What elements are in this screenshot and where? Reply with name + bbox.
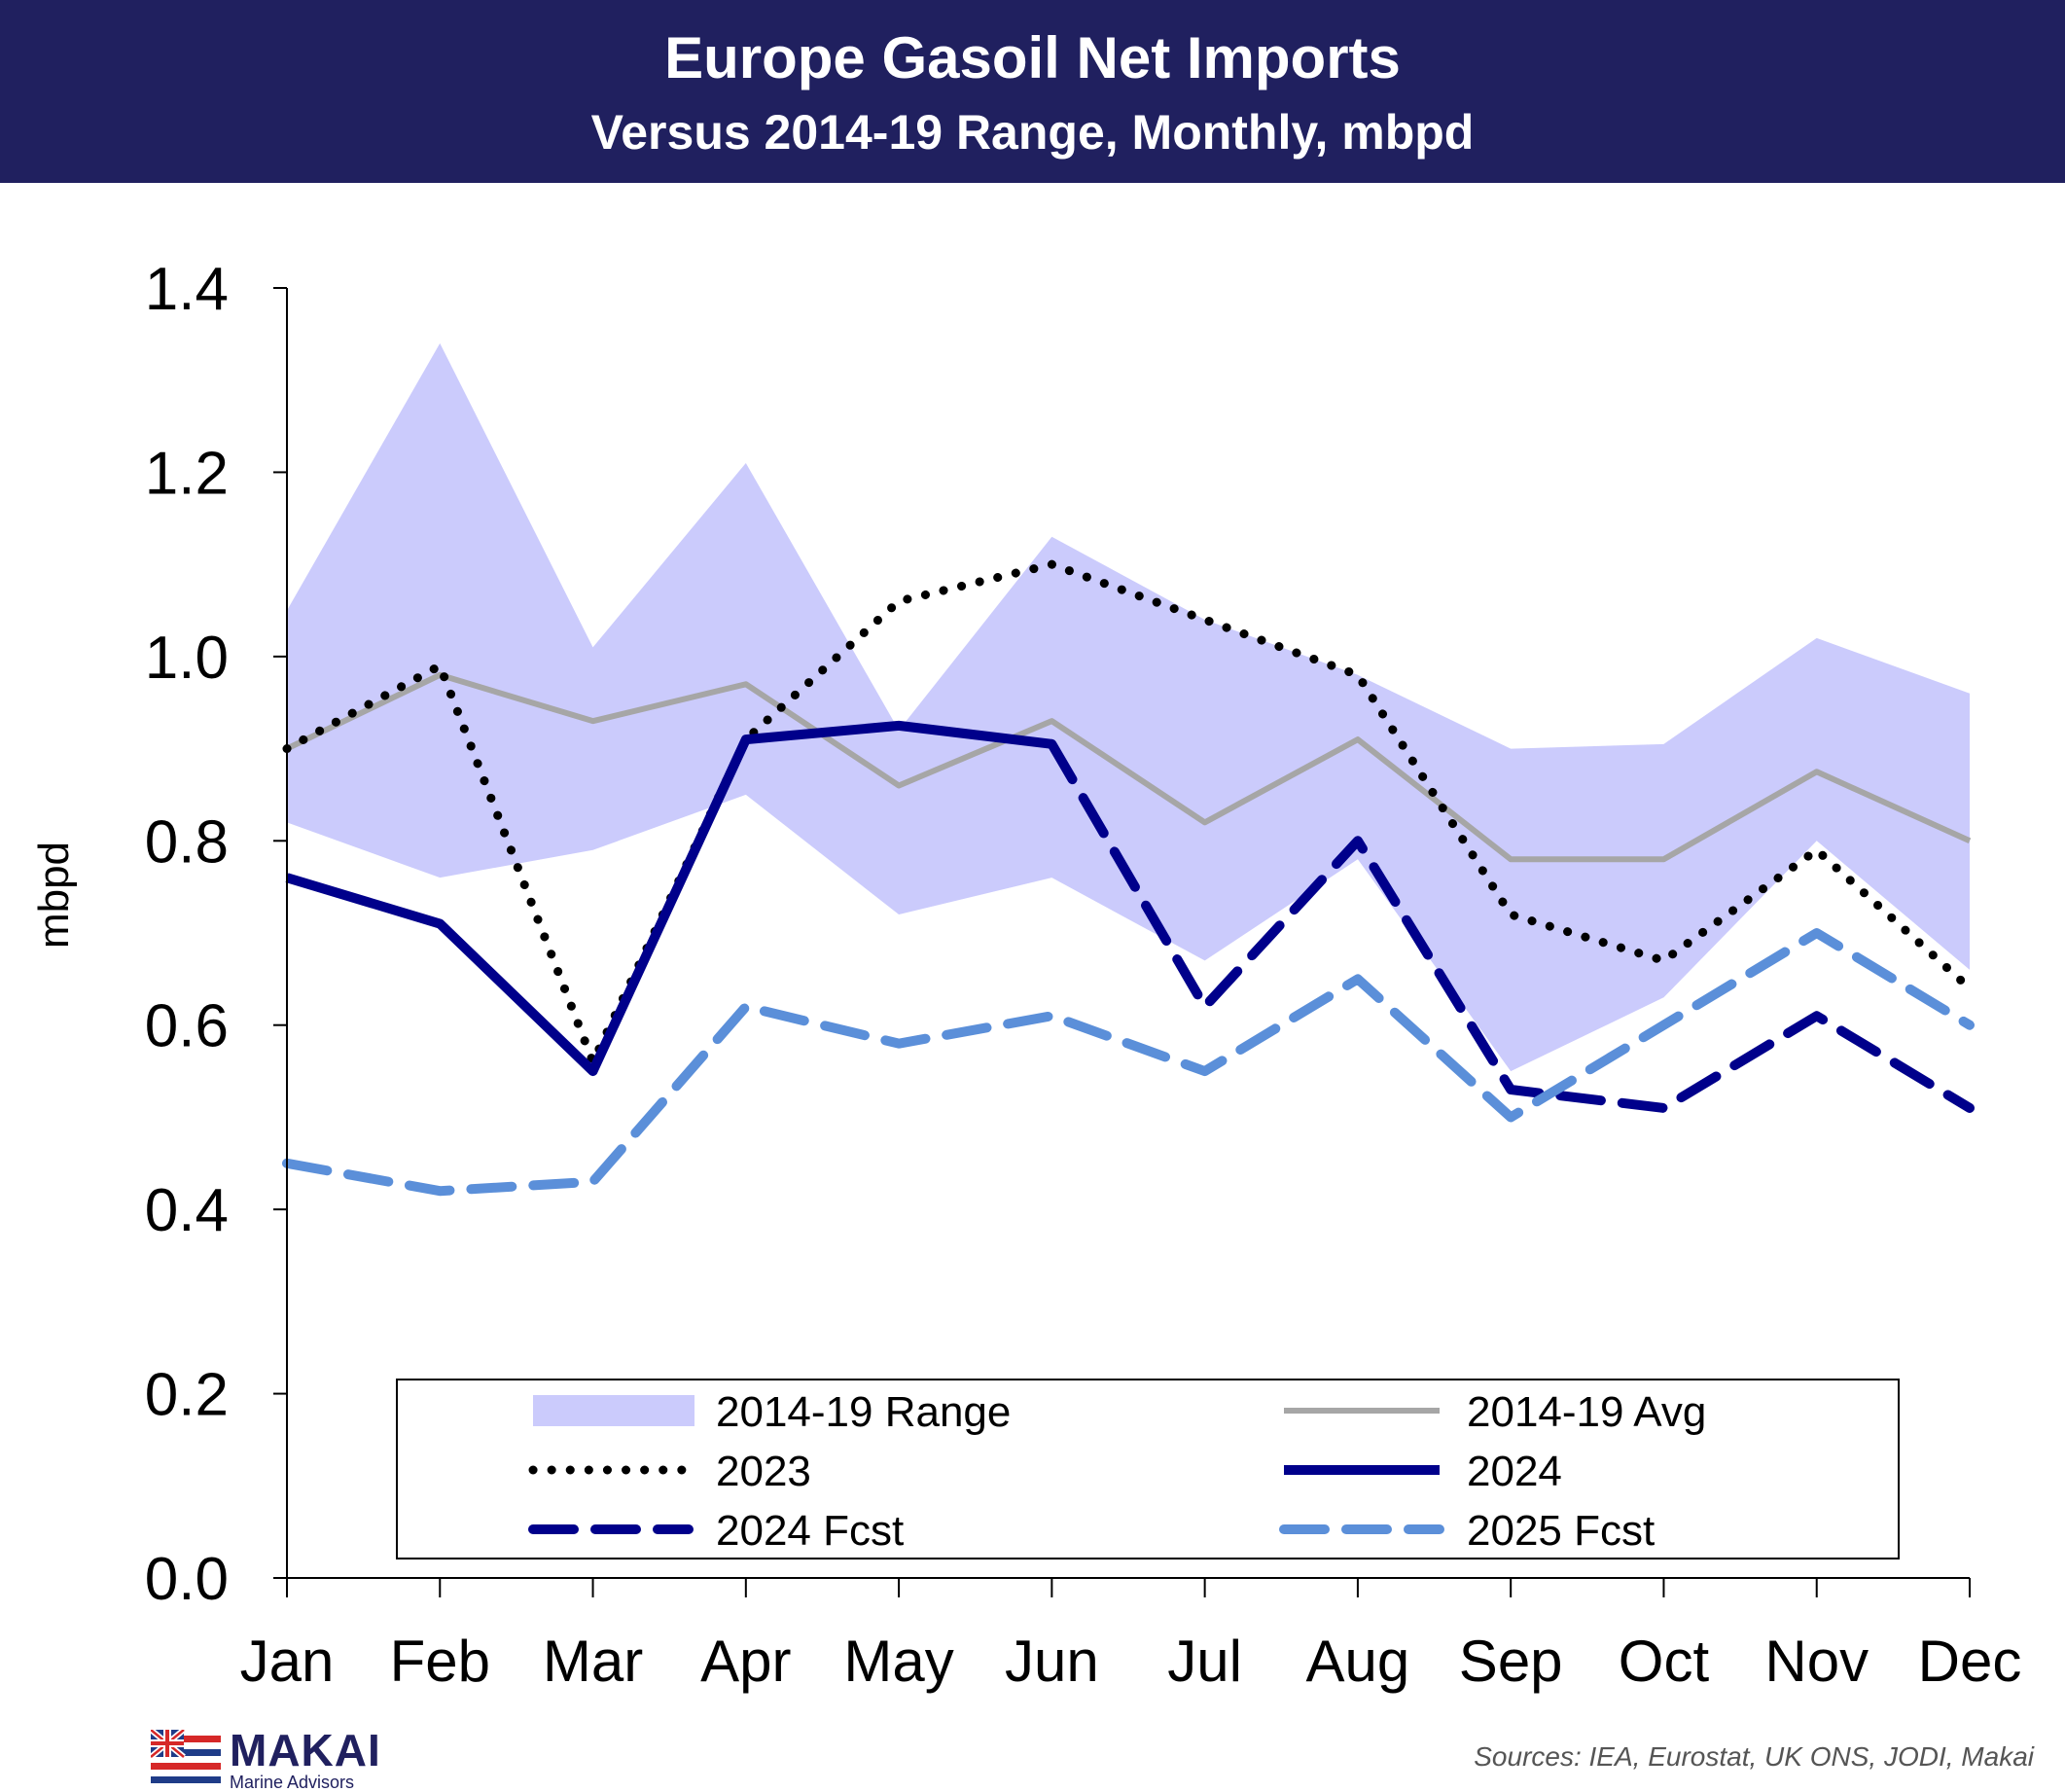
series-line-2023 [282,559,1975,1067]
y-tick-label: 0.6 [145,993,229,1060]
legend-label-2014-19-range: 2014-19 Range [716,1388,1011,1436]
legend-label-2014-19-avg: 2014-19 Avg [1467,1388,1706,1436]
y-tick-label: 1.2 [145,440,229,507]
series-line-2024 [285,720,1052,1077]
x-tick-label: May [843,1629,953,1694]
legend-label-2024-fcst: 2024 Fcst [716,1507,904,1555]
legend-label-2025-fcst: 2025 Fcst [1467,1507,1655,1555]
x-tick-label: Nov [1764,1629,1869,1694]
legend-label-2024: 2024 [1467,1448,1562,1495]
x-tick-label: Feb [390,1629,490,1694]
legend-label-2023: 2023 [716,1448,811,1495]
series-line-2025-fcst [282,928,1975,1197]
x-tick-label: Jan [240,1629,335,1694]
x-tick-label: Jul [1167,1629,1242,1694]
line-chart: 0.0 0.2 0.4 0.6 0.8 1.0 1.2 1.4 Jan Feb Mar Apr May J… [30,256,2021,1694]
logo: MAKAI Marine Advisors [230,1728,381,1792]
y-tick-label: 0.2 [145,1362,229,1429]
logo-tagline: Marine Advisors [230,1773,355,1792]
chart-subtitle: Versus 2014-19 Range, Monthly, mbpd [590,105,1475,160]
series-line-2014-19-avg [285,671,1972,863]
legend: 2014-19 Range 2014-19 Avg 2023 2024 2024 Fcs… [396,1379,1900,1559]
x-tick-label: Dec [1918,1629,2022,1694]
series-line-2024-fcst [1047,738,1975,1113]
x-tick-label: Jun [1005,1629,1099,1694]
x-tick-label: Oct [1619,1629,1710,1694]
y-tick-label: 1.0 [145,625,229,692]
legend-swatch-2014-19-range [533,1395,694,1426]
chart-header: Europe Gasoil Net Imports Versus 2014-19… [0,0,2065,183]
series-layer [282,559,1975,1197]
x-tick-label: Apr [700,1629,791,1694]
x-tick-label: Sep [1459,1629,1563,1694]
range-band [287,342,1970,1072]
logo-brand: MAKAI [230,1725,381,1775]
y-axis-title: mbpd [30,842,78,949]
sources-note: Sources: IEA, Eurostat, UK ONS, JODI, Ma… [1474,1741,2034,1772]
y-tick-label: 0.8 [145,808,229,876]
axis-layer: 0.0 0.2 0.4 0.6 0.8 1.0 1.2 1.4 Jan Feb Mar Apr May J… [30,256,2021,1694]
x-tick-label: Aug [1306,1629,1410,1694]
range-band-layer [287,342,1970,1072]
y-tick-label: 0.0 [145,1546,229,1613]
x-tick-label: Mar [543,1629,643,1694]
y-tick-label: 0.4 [145,1177,229,1244]
hawaii-flag-icon [151,1730,221,1786]
chart-title: Europe Gasoil Net Imports [664,25,1401,90]
y-tick-label: 1.4 [145,256,229,323]
